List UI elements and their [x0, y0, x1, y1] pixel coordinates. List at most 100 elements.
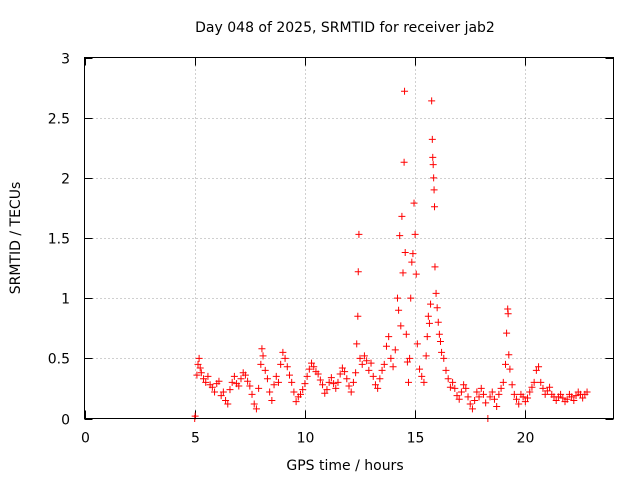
data-point — [308, 359, 316, 367]
data-point — [499, 378, 507, 386]
data-point — [455, 395, 463, 403]
data-point — [292, 398, 300, 406]
y-tick-label: 0.5 — [48, 352, 70, 368]
data-point — [427, 300, 435, 308]
data-point — [299, 386, 307, 394]
data-point — [537, 378, 545, 386]
data-point — [495, 390, 503, 398]
data-point — [200, 375, 208, 383]
x-tick-label: 20 — [517, 431, 535, 447]
data-point — [541, 390, 549, 398]
data-point — [409, 250, 417, 258]
data-point — [374, 384, 382, 392]
data-point — [224, 400, 232, 408]
data-point — [297, 390, 305, 398]
data-point — [330, 380, 338, 388]
x-axis-label: GPS time / hours — [286, 458, 403, 474]
data-point — [446, 383, 454, 391]
x-tick-label: 10 — [297, 431, 315, 447]
grid-lines — [84, 57, 614, 419]
data-point — [524, 394, 532, 402]
data-point — [380, 360, 388, 368]
y-tick-label: 2 — [61, 172, 70, 188]
data-point — [202, 378, 210, 386]
data-point — [345, 382, 353, 390]
data-point — [283, 363, 291, 371]
data-point — [237, 375, 245, 383]
data-point — [301, 380, 309, 388]
data-point — [365, 366, 373, 374]
data-point — [557, 390, 565, 398]
data-point — [457, 388, 465, 396]
data-point — [402, 330, 410, 338]
data-point — [451, 384, 459, 392]
data-point — [400, 158, 408, 166]
data-point — [369, 372, 377, 380]
data-point — [422, 352, 430, 360]
data-point — [433, 304, 441, 312]
data-point — [270, 381, 278, 389]
data-point — [430, 186, 438, 194]
data-point — [438, 348, 446, 356]
data-point — [528, 383, 536, 391]
data-point — [449, 378, 457, 386]
data-point — [228, 378, 236, 386]
data-point — [503, 329, 511, 337]
data-point — [420, 378, 428, 386]
data-point — [334, 378, 342, 386]
data-point — [358, 360, 366, 368]
data-point — [272, 372, 280, 380]
data-point — [395, 306, 403, 314]
data-point — [341, 368, 349, 376]
x-tick-label: 0 — [81, 431, 90, 447]
data-point — [410, 199, 418, 207]
data-point — [235, 382, 243, 390]
data-point — [504, 310, 512, 318]
data-point — [266, 388, 274, 396]
data-point — [389, 363, 397, 371]
data-point — [406, 354, 414, 362]
data-point — [360, 352, 368, 360]
data-point — [453, 392, 461, 400]
data-point — [215, 377, 223, 385]
data-point — [475, 393, 483, 401]
data-point — [208, 383, 216, 391]
data-point — [429, 153, 437, 161]
data-point — [431, 203, 439, 211]
data-point — [436, 337, 444, 345]
data-point — [572, 392, 580, 400]
data-point — [325, 378, 333, 386]
data-point — [513, 395, 521, 403]
data-point — [434, 318, 442, 326]
data-point — [416, 365, 424, 373]
data-point — [356, 354, 364, 362]
data-point — [583, 388, 591, 396]
data-point — [398, 212, 406, 220]
data-point — [285, 371, 293, 379]
data-point — [310, 363, 318, 371]
y-tick-label: 3 — [61, 52, 70, 68]
data-point — [387, 354, 395, 362]
data-point — [397, 322, 405, 330]
data-point — [482, 399, 490, 407]
data-point — [423, 333, 431, 341]
data-point — [477, 384, 485, 392]
y-tick-label: 2.5 — [48, 112, 70, 128]
data-point — [246, 382, 254, 390]
data-point — [488, 388, 496, 396]
data-point — [197, 369, 205, 377]
data-point — [462, 384, 470, 392]
data-point — [193, 371, 201, 379]
data-point — [515, 400, 523, 408]
y-tick-label: 1 — [61, 292, 70, 308]
data-point — [367, 359, 375, 367]
data-point — [355, 230, 363, 238]
data-point — [288, 378, 296, 386]
data-point — [268, 396, 276, 404]
data-point — [559, 394, 567, 402]
data-point — [314, 370, 322, 378]
data-point — [382, 342, 390, 350]
data-point — [429, 161, 437, 169]
data-point — [530, 378, 538, 386]
